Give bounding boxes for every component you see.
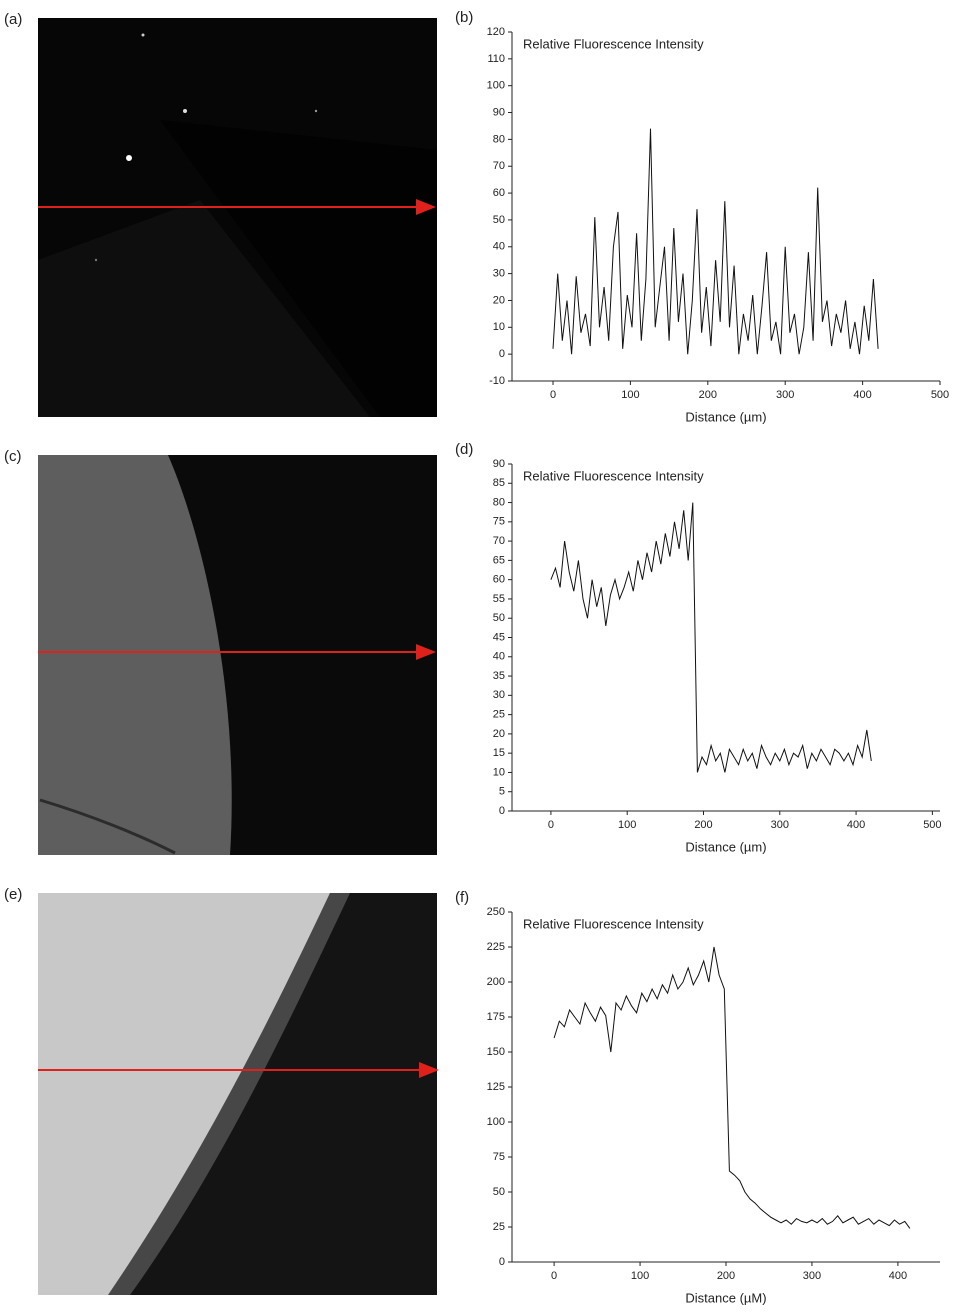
y-tick-label: 40 bbox=[493, 241, 505, 253]
y-tick-label: 10 bbox=[493, 321, 505, 333]
y-tick-label: 60 bbox=[493, 574, 505, 586]
y-tick-label: 30 bbox=[493, 268, 505, 280]
y-tick-label: 200 bbox=[487, 976, 505, 988]
y-tick-label: 90 bbox=[493, 458, 505, 470]
y-tick-label: 0 bbox=[499, 348, 505, 360]
y-tick-label: 90 bbox=[493, 106, 505, 118]
y-tick-label: 50 bbox=[493, 1186, 505, 1198]
y-tick-label: 125 bbox=[487, 1081, 505, 1093]
panel-label: (c) bbox=[4, 448, 22, 465]
chart-title: Relative Fluorescence Intensity bbox=[523, 468, 704, 483]
x-tick-label: 200 bbox=[694, 819, 712, 831]
data-line bbox=[550, 502, 872, 773]
y-tick-label: 45 bbox=[493, 631, 505, 643]
y-tick-label: 60 bbox=[493, 187, 505, 199]
x-tick-label: 0 bbox=[550, 389, 556, 401]
y-tick-label: 80 bbox=[493, 496, 505, 508]
y-tick-label: 120 bbox=[487, 26, 505, 38]
x-tick-label: 400 bbox=[889, 1270, 907, 1282]
y-tick-label: 175 bbox=[487, 1011, 505, 1023]
y-tick-label: 25 bbox=[493, 709, 505, 721]
y-tick-label: 150 bbox=[487, 1046, 505, 1058]
y-tick-label: -10 bbox=[489, 375, 505, 387]
y-tick-label: 20 bbox=[493, 728, 505, 740]
x-tick-label: 300 bbox=[776, 389, 794, 401]
x-tick-label: 100 bbox=[631, 1270, 649, 1282]
panel-label: (e) bbox=[4, 886, 22, 903]
image-c bbox=[38, 455, 437, 855]
y-tick-label: 65 bbox=[493, 554, 505, 566]
x-tick-label: 100 bbox=[621, 389, 639, 401]
x-tick-label: 200 bbox=[717, 1270, 735, 1282]
panel-label: (d) bbox=[455, 441, 473, 458]
chart-title: Relative Fluorescence Intensity bbox=[523, 916, 704, 931]
y-tick-label: 85 bbox=[493, 477, 505, 489]
y-tick-label: 75 bbox=[493, 516, 505, 528]
y-tick-label: 70 bbox=[493, 160, 505, 172]
y-tick-label: 100 bbox=[487, 80, 505, 92]
y-tick-label: 5 bbox=[499, 786, 505, 798]
x-tick-label: 400 bbox=[847, 819, 865, 831]
x-tick-label: 300 bbox=[771, 819, 789, 831]
x-axis-label: Distance (µm) bbox=[685, 409, 766, 424]
y-tick-label: 80 bbox=[493, 133, 505, 145]
y-tick-label: 35 bbox=[493, 670, 505, 682]
y-tick-label: 50 bbox=[493, 612, 505, 624]
x-tick-label: 400 bbox=[853, 389, 871, 401]
data-line bbox=[552, 128, 879, 355]
chart-title: Relative Fluorescence Intensity bbox=[523, 36, 704, 51]
image-a bbox=[38, 18, 437, 417]
x-tick-label: 500 bbox=[923, 819, 941, 831]
y-tick-label: 250 bbox=[487, 906, 505, 918]
y-tick-label: 70 bbox=[493, 535, 505, 547]
data-line bbox=[553, 946, 911, 1229]
panel-label: (f) bbox=[455, 889, 469, 906]
y-tick-label: 55 bbox=[493, 593, 505, 605]
y-tick-label: 0 bbox=[499, 805, 505, 817]
x-tick-label: 0 bbox=[551, 1270, 557, 1282]
y-tick-label: 100 bbox=[487, 1116, 505, 1128]
x-tick-label: 300 bbox=[803, 1270, 821, 1282]
y-tick-label: 225 bbox=[487, 941, 505, 953]
x-axis-label: Distance (µm) bbox=[685, 839, 766, 854]
y-tick-label: 50 bbox=[493, 214, 505, 226]
x-tick-label: 500 bbox=[931, 389, 949, 401]
x-tick-label: 200 bbox=[699, 389, 717, 401]
y-tick-label: 25 bbox=[493, 1221, 505, 1233]
y-tick-label: 10 bbox=[493, 766, 505, 778]
x-tick-label: 0 bbox=[548, 819, 554, 831]
image-e bbox=[38, 893, 439, 1295]
y-tick-label: 0 bbox=[499, 1256, 505, 1268]
x-tick-label: 100 bbox=[618, 819, 636, 831]
y-tick-label: 110 bbox=[487, 53, 505, 65]
y-tick-label: 15 bbox=[493, 747, 505, 759]
panel-label: (a) bbox=[4, 11, 22, 28]
panel-label: (b) bbox=[455, 9, 473, 26]
y-tick-label: 30 bbox=[493, 689, 505, 701]
y-tick-label: 40 bbox=[493, 651, 505, 663]
x-axis-label: Distance (µM) bbox=[685, 1290, 766, 1305]
y-tick-label: 75 bbox=[493, 1151, 505, 1163]
y-tick-label: 20 bbox=[493, 294, 505, 306]
